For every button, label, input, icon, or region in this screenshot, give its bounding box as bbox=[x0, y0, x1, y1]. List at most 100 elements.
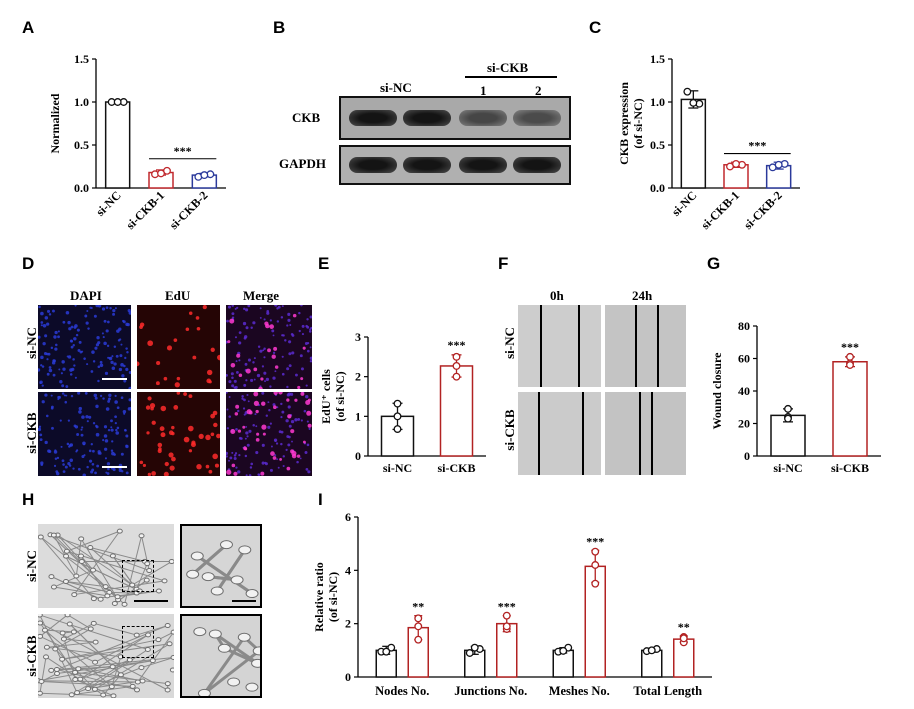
cell-nucleus bbox=[80, 428, 83, 431]
cell-nucleus bbox=[112, 468, 116, 472]
cell-nucleus bbox=[292, 313, 297, 318]
cell bbox=[38, 534, 44, 540]
tube-image-nc bbox=[38, 524, 174, 608]
blot-row-label-gapdh: GAPDH bbox=[279, 156, 326, 171]
cell bbox=[230, 575, 244, 585]
panel-label-d: D bbox=[22, 254, 35, 273]
cell-nucleus bbox=[40, 355, 44, 360]
cell-nucleus bbox=[86, 363, 89, 366]
data-point bbox=[784, 404, 792, 413]
cell bbox=[111, 600, 118, 606]
cell-nucleus bbox=[183, 392, 188, 396]
cell-nucleus bbox=[83, 454, 86, 457]
y-tick-label: 4 bbox=[345, 563, 351, 577]
cell bbox=[144, 647, 151, 653]
cell-nucleus bbox=[246, 435, 249, 438]
cell-nucleus bbox=[285, 419, 289, 423]
data-point bbox=[774, 160, 783, 169]
cell-nucleus bbox=[92, 422, 96, 425]
blot-band bbox=[513, 157, 561, 173]
x-tick-label: Meshes No. bbox=[549, 684, 610, 698]
cell-nucleus bbox=[238, 341, 242, 345]
cell-nucleus bbox=[41, 400, 45, 404]
cell-nucleus bbox=[64, 400, 68, 404]
tube-segment bbox=[136, 625, 168, 636]
cell-nucleus bbox=[74, 376, 77, 379]
cell-nucleus bbox=[70, 345, 74, 349]
cell-nucleus bbox=[38, 425, 42, 428]
cell-nucleus bbox=[139, 460, 144, 465]
cell-nucleus bbox=[118, 367, 123, 372]
cell bbox=[252, 646, 260, 656]
cell-nucleus bbox=[205, 434, 211, 441]
cell-nucleus bbox=[72, 467, 75, 470]
data-point bbox=[846, 352, 854, 361]
data-point bbox=[452, 372, 461, 381]
cell bbox=[144, 561, 151, 567]
cell-nucleus bbox=[307, 470, 311, 474]
cell-nucleus bbox=[295, 373, 298, 377]
y-tick-label: 1.5 bbox=[650, 52, 665, 66]
tube-segment bbox=[93, 622, 137, 636]
cell-nucleus bbox=[62, 470, 66, 473]
cell-nucleus bbox=[229, 318, 235, 324]
blot-band bbox=[459, 110, 507, 126]
cell-nucleus bbox=[231, 305, 234, 307]
cell-nucleus bbox=[269, 422, 272, 425]
cell-nucleus bbox=[288, 424, 292, 428]
cell-nucleus bbox=[102, 336, 105, 339]
cell-nucleus bbox=[235, 371, 239, 374]
cell-nucleus bbox=[226, 319, 229, 323]
scale-bar bbox=[102, 466, 127, 468]
cell-nucleus bbox=[42, 341, 46, 346]
cell bbox=[139, 678, 146, 684]
cell-nucleus bbox=[155, 381, 160, 386]
cell-nucleus bbox=[310, 326, 312, 330]
cell bbox=[78, 553, 85, 559]
cell bbox=[164, 687, 171, 693]
y-axis-label: Wound closure bbox=[710, 352, 724, 429]
cell-nucleus bbox=[110, 419, 113, 423]
cell-nucleus bbox=[97, 365, 101, 369]
cell-nucleus bbox=[269, 385, 272, 388]
cell-nucleus bbox=[230, 429, 236, 435]
cell-nucleus bbox=[102, 397, 105, 400]
stain-image-ckb-dapi bbox=[38, 392, 131, 476]
cell-nucleus bbox=[146, 431, 150, 435]
cell-nucleus bbox=[231, 384, 235, 388]
cell bbox=[219, 540, 233, 550]
cell-nucleus bbox=[245, 474, 248, 476]
cell-nucleus bbox=[169, 465, 175, 471]
cell-nucleus bbox=[78, 340, 82, 344]
cell-nucleus bbox=[305, 324, 308, 328]
cell-nucleus bbox=[298, 329, 301, 333]
significance-label: ** bbox=[678, 620, 690, 634]
cell-nucleus bbox=[95, 432, 100, 437]
blot-ckb-group-line bbox=[465, 76, 557, 78]
cell-nucleus bbox=[278, 392, 283, 395]
data-point bbox=[784, 414, 792, 423]
cell-nucleus bbox=[94, 346, 98, 350]
cell-nucleus bbox=[294, 398, 298, 402]
cell-nucleus bbox=[230, 372, 234, 376]
data-point bbox=[157, 169, 165, 178]
cell bbox=[237, 632, 251, 642]
cell-nucleus bbox=[59, 380, 63, 384]
cell-nucleus bbox=[57, 335, 60, 339]
cell-nucleus bbox=[58, 395, 61, 399]
data-point bbox=[452, 352, 461, 361]
cell-nucleus bbox=[188, 311, 193, 316]
cell bbox=[155, 637, 162, 643]
cell bbox=[190, 551, 204, 561]
cell-nucleus bbox=[259, 307, 262, 310]
significance-label: *** bbox=[174, 144, 192, 158]
x-tick-label: si-NC bbox=[669, 188, 700, 219]
blot-band bbox=[459, 157, 507, 173]
cell-nucleus bbox=[174, 382, 180, 388]
cell bbox=[38, 614, 43, 618]
y-tick-label: 0.0 bbox=[74, 181, 89, 195]
cell-nucleus bbox=[238, 331, 242, 335]
tube-segment bbox=[203, 649, 260, 695]
cell-nucleus bbox=[272, 456, 277, 460]
significance-label: *** bbox=[748, 139, 766, 153]
